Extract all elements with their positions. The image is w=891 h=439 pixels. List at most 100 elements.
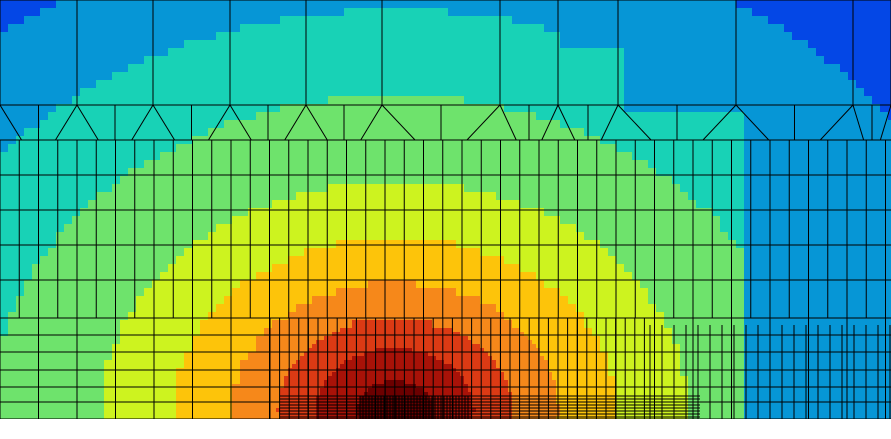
field-cell: [168, 224, 176, 232]
field-cell: [488, 104, 496, 112]
field-cell: [0, 176, 8, 184]
field-cell: [640, 32, 648, 40]
field-cell: [552, 328, 556, 332]
field-cell: [512, 232, 520, 240]
field-cell: [40, 80, 48, 88]
field-cell: [760, 80, 768, 88]
field-cell: [776, 120, 784, 128]
field-cell: [444, 336, 448, 340]
field-cell: [32, 208, 40, 216]
field-cell: [16, 208, 24, 216]
field-cell: [568, 248, 576, 256]
field-cell: [536, 8, 544, 16]
field-cell: [464, 184, 472, 192]
field-cell: [376, 0, 384, 8]
field-cell: [176, 112, 184, 120]
field-cell: [800, 280, 808, 288]
field-cell: [712, 144, 720, 152]
field-cell: [8, 336, 16, 344]
field-cell: [704, 160, 712, 168]
field-cell: [528, 16, 536, 24]
field-cell: [880, 296, 888, 304]
field-cell: [440, 120, 448, 128]
field-cell: [280, 144, 288, 152]
field-cell: [760, 40, 768, 48]
field-cell: [32, 224, 40, 232]
field-cell: [576, 0, 584, 8]
field-cell: [856, 48, 864, 56]
field-cell: [468, 336, 472, 340]
field-cell: [688, 24, 696, 32]
field-cell: [784, 72, 792, 80]
field-cell: [368, 152, 376, 160]
field-cell: [816, 264, 824, 272]
field-cell: [592, 32, 600, 40]
field-cell: [320, 232, 328, 240]
field-cell: [704, 184, 712, 192]
field-cell: [752, 80, 760, 88]
field-cell: [840, 256, 848, 264]
field-cell: [560, 72, 568, 80]
field-cell: [856, 152, 864, 160]
field-cell: [656, 256, 664, 264]
field-cell: [208, 24, 216, 32]
field-cell: [504, 312, 512, 320]
field-cell: [184, 120, 192, 128]
field-cell: [264, 304, 272, 312]
field-cell: [704, 312, 712, 320]
field-cell: [256, 224, 264, 232]
field-cell: [688, 80, 696, 88]
field-cell: [472, 340, 476, 344]
field-cell: [600, 288, 608, 296]
field-cell: [104, 336, 112, 344]
field-cell: [464, 200, 472, 208]
field-cell: [544, 144, 552, 152]
field-cell: [296, 208, 304, 216]
field-cell: [760, 280, 768, 288]
field-cell: [208, 8, 216, 16]
field-cell: [384, 200, 392, 208]
field-cell: [328, 16, 336, 24]
field-cell: [680, 144, 688, 152]
field-cell: [280, 240, 288, 248]
field-cell: [432, 264, 440, 272]
field-cell: [160, 64, 168, 72]
field-cell: [176, 224, 184, 232]
field-cell: [800, 232, 808, 240]
field-cell: [528, 232, 536, 240]
field-cell: [480, 320, 488, 328]
field-cell: [704, 88, 712, 96]
field-cell: [408, 336, 412, 340]
field-cell: [632, 80, 640, 88]
field-cell: [80, 72, 88, 80]
field-cell: [336, 72, 344, 80]
field-cell: [0, 272, 8, 280]
field-cell: [32, 288, 40, 296]
field-cell: [544, 328, 548, 332]
field-cell: [704, 24, 712, 32]
field-cell: [592, 160, 600, 168]
field-cell: [432, 312, 440, 320]
field-cell: [584, 328, 592, 336]
field-cell: [64, 272, 72, 280]
field-cell: [672, 40, 680, 48]
field-cell: [32, 232, 40, 240]
field-cell: [472, 280, 480, 288]
field-cell: [720, 176, 728, 184]
field-cell: [184, 16, 192, 24]
field-cell: [120, 152, 128, 160]
field-cell: [544, 16, 552, 24]
field-cell: [776, 96, 784, 104]
field-cell: [72, 320, 80, 328]
field-cell: [656, 312, 664, 320]
field-cell: [864, 248, 872, 256]
field-cell: [864, 312, 872, 320]
field-cell: [784, 48, 792, 56]
field-cell: [256, 40, 264, 48]
field-cell: [576, 184, 584, 192]
field-cell: [104, 256, 112, 264]
field-cell: [360, 24, 368, 32]
field-cell: [544, 340, 548, 344]
field-cell: [840, 96, 848, 104]
field-cell: [480, 112, 488, 120]
